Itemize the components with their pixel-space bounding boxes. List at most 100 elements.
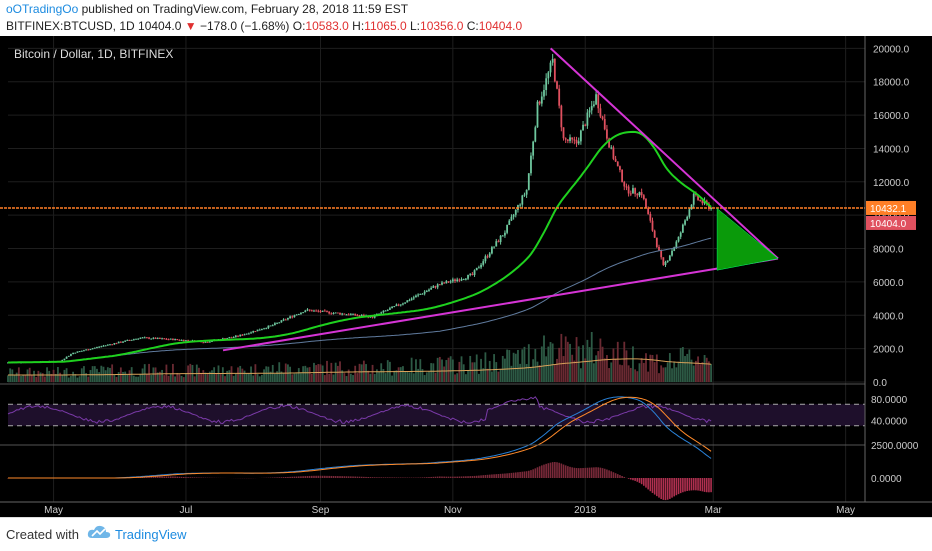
tradingview-link[interactable]: TradingView [115,527,187,542]
volume-bar [424,375,426,382]
macd-histogram-bar [385,477,387,478]
volume-bar [296,373,298,382]
macd-histogram-bar [478,476,480,478]
candle-body [144,337,146,338]
volume-bar [706,358,708,382]
macd-histogram-bar [650,478,652,491]
volume-bar [298,368,300,382]
volume-bar [22,375,24,382]
macd-histogram-bar [565,465,567,478]
macd-histogram-bar [634,478,636,481]
candle-body [241,335,243,336]
volume-bar [463,364,465,382]
candle-body [658,247,660,250]
volume-bar [435,373,437,382]
volume-bar [235,374,237,382]
candle-body [684,220,686,224]
macd-histogram-bar [461,476,463,478]
rsi-tick-label: 80.0000 [871,395,908,406]
volume-bar [40,373,42,382]
candle-body [498,241,500,242]
volume-bar [113,375,115,382]
candle-body [90,349,92,350]
macd-histogram-bar [448,477,450,478]
macd-histogram-bar [285,477,287,478]
macd-histogram-bar [179,477,181,478]
candle-body [602,116,604,119]
macd-histogram-bar [589,468,591,478]
author-link[interactable]: oOTradingOo [6,2,78,16]
candle-body [157,338,159,339]
volume-bar [294,374,296,382]
macd-histogram-bar [593,467,595,478]
candle-body [159,338,161,339]
rsi-tick-label: 40.0000 [871,416,908,427]
macd-histogram-bar [302,476,304,478]
volume-bar [90,370,92,382]
change: −178.0 (−1.68%) [200,19,289,33]
macd-histogram-bar [424,477,426,478]
volume-bar [250,366,252,382]
macd-histogram-bar [155,477,157,478]
candle-body [81,351,83,352]
volume-bar [567,342,569,382]
volume-bar [233,376,235,382]
volume-bar [118,372,120,382]
created-with: Created with [6,527,79,542]
macd-histogram-bar [493,474,495,478]
macd-histogram-bar [552,462,554,478]
macd-histogram-bar [643,478,645,486]
macd-histogram-bar [550,463,552,478]
volume-bar [702,362,704,382]
candle-body [654,231,656,238]
candle-body [493,246,495,247]
candle-body [565,138,567,139]
volume-bar [94,366,96,382]
macd-histogram-bar [380,477,382,478]
candle-body [100,346,102,347]
volume-bar [307,368,309,382]
candle-body [467,275,469,279]
candle-body [185,340,187,341]
candle-body [272,325,274,326]
candle-body [172,339,174,340]
candle-body [543,90,545,97]
candle-body [92,348,94,349]
candle-body [550,63,552,73]
candle-body [615,159,617,162]
candle-body [356,315,358,316]
macd-histogram-bar [170,476,172,478]
candle-body [569,137,571,141]
candle-body [413,297,415,298]
volume-bar [257,374,259,382]
candle-body [176,339,178,340]
macd-histogram-bar [524,471,526,478]
candle-body [402,304,404,305]
candle-body [120,342,122,343]
price-chart[interactable]: 0.02000.04000.06000.08000.010000.012000.… [0,36,932,517]
macd-histogram-bar [291,477,293,478]
volume-bar [248,373,250,382]
macd-histogram-bar [480,475,482,478]
candle-body [417,295,419,296]
candle-body [669,256,671,261]
candle-body [150,339,152,340]
volume-bar [311,374,313,382]
candle-body [315,311,317,312]
candle-body [404,303,406,304]
candle-body [521,196,523,205]
volume-bar [144,364,146,382]
candle-body [508,221,510,225]
macd-histogram-bar [161,476,163,478]
candle-body [322,311,324,312]
volume-bar [478,374,480,382]
volume-bar [224,376,226,382]
macd-histogram-bar [619,475,621,478]
footer: Created with TradingView [0,517,932,551]
volume-bar [517,350,519,382]
candle-body [437,284,439,287]
candle-body [111,344,113,345]
macd-histogram-bar [283,477,285,478]
volume-bar [508,350,510,382]
candle-body [556,81,558,88]
